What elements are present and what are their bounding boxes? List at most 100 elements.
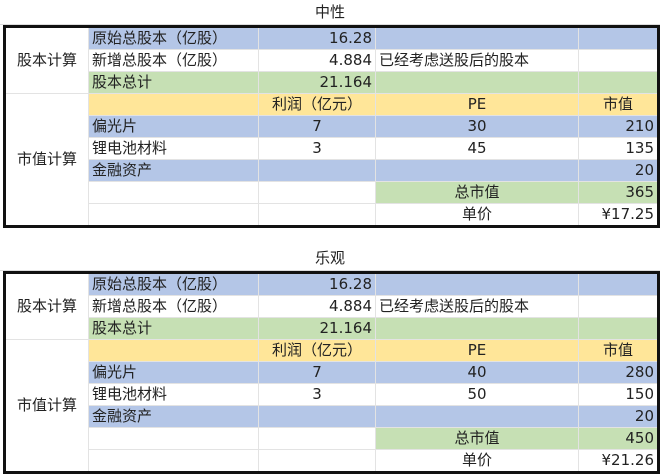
cell[interactable]: 原始总股本（亿股） [88, 26, 259, 50]
cell[interactable]: ¥21.26 [578, 449, 659, 473]
table-row: 锂电池材料 3 45 135 [5, 137, 659, 160]
cell[interactable]: ¥17.25 [578, 203, 659, 227]
table-row: 新增总股本（亿股） 4.884 已经考虑送股后的股本 [5, 295, 659, 318]
cell[interactable] [375, 159, 579, 182]
cell[interactable]: 总市值 [375, 427, 579, 450]
share-calc-label[interactable]: 股本计算 [4, 26, 89, 94]
cell[interactable]: 总市值 [375, 181, 579, 204]
cell[interactable]: 16.28 [258, 272, 376, 296]
cell[interactable] [578, 317, 659, 340]
cell[interactable]: 锂电池材料 [88, 383, 259, 406]
cell[interactable] [258, 181, 376, 204]
table-row: 偏光片 7 40 280 [5, 361, 659, 384]
cell[interactable]: 偏光片 [88, 361, 259, 384]
cell[interactable] [578, 272, 659, 296]
cell[interactable] [578, 71, 659, 94]
cell[interactable]: 21.164 [258, 71, 376, 94]
cell[interactable]: 单价 [375, 449, 579, 473]
header-cell[interactable]: 利润（亿元） [258, 93, 376, 116]
table-row: 市值计算 利润（亿元） PE 市值 [4, 339, 659, 473]
cell[interactable] [375, 71, 579, 94]
share-calc-label[interactable]: 股本计算 [4, 272, 89, 340]
cell[interactable]: 20 [578, 405, 659, 428]
cell[interactable] [578, 295, 659, 318]
cell[interactable] [375, 405, 579, 428]
cell[interactable]: 45 [375, 137, 579, 160]
cell[interactable]: 365 [578, 181, 659, 204]
cell[interactable]: 金融资产 [88, 159, 259, 182]
cell[interactable]: 已经考虑送股后的股本 [375, 295, 579, 318]
table-row: 新增总股本（亿股） 4.884 已经考虑送股后的股本 [5, 49, 659, 72]
header-cell[interactable]: PE [375, 339, 579, 362]
cell[interactable]: 偏光片 [88, 115, 259, 138]
table-row: 股本计算 原始总股本（亿股） 16.28 [4, 26, 659, 94]
table-row: 单价 ¥17.25 [5, 203, 659, 227]
sheet-neutral: 中性 股本计算 原始总股本（亿股） 16.28 新增总股本（亿股） 4.884 已经考虑… [0, 0, 660, 228]
cell[interactable]: 21.164 [258, 317, 376, 340]
table-row: 偏光片 7 30 210 [5, 115, 659, 138]
cell[interactable] [375, 272, 579, 296]
table-row: 金融资产 20 [5, 159, 659, 182]
cell[interactable] [88, 93, 259, 116]
cell[interactable] [88, 181, 259, 204]
cell[interactable] [88, 203, 259, 227]
cell[interactable]: 280 [578, 361, 659, 384]
header-cell[interactable]: 利润（亿元） [258, 339, 376, 362]
cell[interactable]: 股本总计 [88, 317, 259, 340]
cell[interactable]: 新增总股本（亿股） [88, 49, 259, 72]
cell[interactable] [258, 449, 376, 473]
cell[interactable]: 新增总股本（亿股） [88, 295, 259, 318]
cell[interactable]: 股本总计 [88, 71, 259, 94]
cell[interactable]: 7 [258, 361, 376, 384]
table-row: 总市值 450 [5, 427, 659, 450]
cell[interactable] [88, 339, 259, 362]
cell[interactable] [88, 427, 259, 450]
cell[interactable]: 135 [578, 137, 659, 160]
sheet-title: 乐观 [0, 246, 660, 271]
valuation-table: 股本计算 原始总股本（亿股） 16.28 新增总股本（亿股） 4.884 已经考虑送股后… [3, 271, 660, 474]
value-calc-label[interactable]: 市值计算 [4, 339, 89, 473]
header-cell[interactable]: PE [375, 93, 579, 116]
table-row: 股本总计 21.164 [5, 71, 659, 94]
cell[interactable]: 4.884 [258, 295, 376, 318]
cell[interactable]: 已经考虑送股后的股本 [375, 49, 579, 72]
cell[interactable] [375, 317, 579, 340]
cell[interactable]: 150 [578, 383, 659, 406]
valuation-table: 股本计算 原始总股本（亿股） 16.28 新增总股本（亿股） 4.884 已经考虑送股后… [3, 25, 660, 228]
table-row: 市值计算 利润（亿元） PE 市值 [4, 93, 659, 227]
cell[interactable]: 4.884 [258, 49, 376, 72]
cell[interactable]: 20 [578, 159, 659, 182]
cell[interactable]: 7 [258, 115, 376, 138]
cell[interactable] [258, 159, 376, 182]
cell[interactable] [258, 405, 376, 428]
cell[interactable]: 原始总股本（亿股） [88, 272, 259, 296]
sheet-title: 中性 [0, 0, 660, 25]
sheet-optimistic: 乐观 股本计算 原始总股本（亿股） 16.28 新增总股本（亿股） 4.884 已经考虑… [0, 246, 660, 474]
cell[interactable]: 30 [375, 115, 579, 138]
cell[interactable]: 210 [578, 115, 659, 138]
cell[interactable]: 单价 [375, 203, 579, 227]
table-row: 锂电池材料 3 50 150 [5, 383, 659, 406]
cell[interactable]: 40 [375, 361, 579, 384]
table-row: 金融资产 20 [5, 405, 659, 428]
cell[interactable]: 450 [578, 427, 659, 450]
header-cell[interactable]: 市值 [578, 339, 659, 362]
table-row: 股本总计 21.164 [5, 317, 659, 340]
cell[interactable]: 金融资产 [88, 405, 259, 428]
cell[interactable]: 3 [258, 383, 376, 406]
header-cell[interactable]: 市值 [578, 93, 659, 116]
table-row: 单价 ¥21.26 [5, 449, 659, 473]
cell[interactable]: 50 [375, 383, 579, 406]
table-row: 总市值 365 [5, 181, 659, 204]
cell[interactable]: 16.28 [258, 26, 376, 50]
cell[interactable]: 3 [258, 137, 376, 160]
cell[interactable]: 锂电池材料 [88, 137, 259, 160]
cell[interactable] [578, 49, 659, 72]
value-calc-label[interactable]: 市值计算 [4, 93, 89, 227]
cell[interactable] [578, 26, 659, 50]
cell[interactable] [88, 449, 259, 473]
cell[interactable] [258, 203, 376, 227]
cell[interactable] [258, 427, 376, 450]
table-row: 股本计算 原始总股本（亿股） 16.28 [4, 272, 659, 340]
cell[interactable] [375, 26, 579, 50]
